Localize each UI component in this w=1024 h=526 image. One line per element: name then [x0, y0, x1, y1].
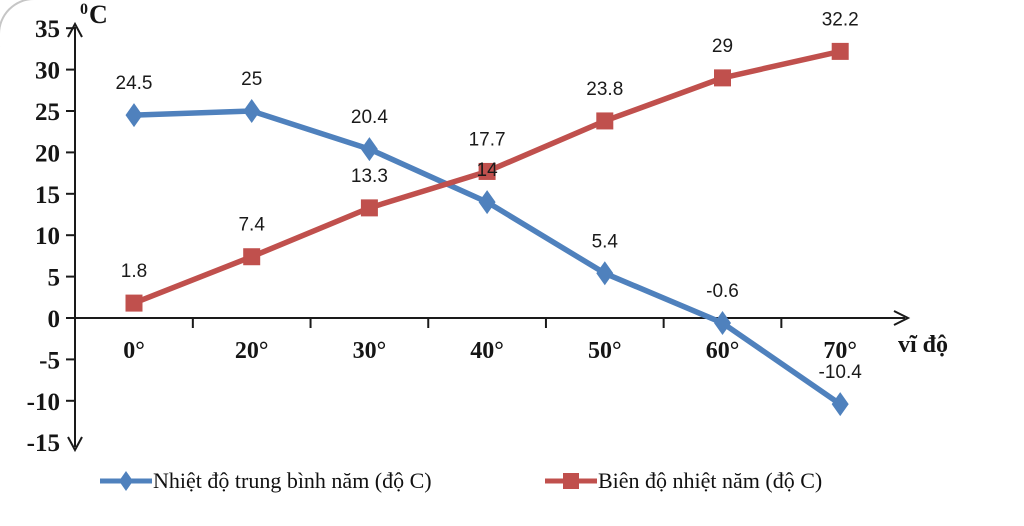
- legend-diamond-marker-icon: [100, 471, 152, 491]
- y-tick-label: 5: [48, 265, 61, 292]
- data-point-marker: [714, 69, 731, 87]
- y-tick-label: 25: [35, 99, 60, 126]
- legend-item-0: Nhiệt độ trung bình năm (độ C): [100, 466, 432, 496]
- x-tick-label: 20°: [235, 338, 269, 364]
- data-point-marker: [125, 103, 143, 128]
- y-axis-unit: 0C: [80, 0, 109, 30]
- data-point-marker: [243, 99, 261, 123]
- data-point-marker: [478, 190, 496, 215]
- data-point-marker: [360, 137, 378, 162]
- data-point-marker: [831, 42, 849, 60]
- y-axis-down-arrow-icon: [67, 436, 83, 453]
- data-point-marker: [478, 162, 496, 180]
- data-point-marker: [596, 261, 614, 286]
- chart-legend: Nhiệt độ trung bình năm (độ C) Biên độ nh…: [0, 466, 1024, 500]
- data-point-label: 7.4: [238, 215, 265, 236]
- legend-label: Nhiệt độ trung bình năm (độ C): [153, 468, 432, 493]
- data-point-marker: [831, 392, 849, 417]
- data-point-marker: [243, 248, 261, 266]
- legend-square-marker-icon: [545, 473, 597, 489]
- y-tick-label: -10: [27, 389, 60, 416]
- data-point-label: -10.4: [819, 362, 863, 383]
- data-point-label: 20.4: [351, 107, 388, 128]
- y-tick-label: 15: [35, 182, 60, 209]
- y-tick-label: 0: [48, 306, 61, 333]
- legend-label: Biên độ nhiệt năm (độ C): [598, 468, 823, 493]
- legend-item-1: Biên độ nhiệt năm (độ C): [545, 466, 822, 496]
- x-tick-label: 50°: [588, 338, 622, 364]
- y-tick-label: -15: [27, 430, 60, 457]
- data-point-label: 25: [241, 69, 262, 90]
- y-axis-unit-superscript: 0: [80, 1, 89, 18]
- y-tick-label: 10: [35, 223, 60, 250]
- y-axis-up-arrow-icon: [67, 21, 83, 38]
- data-point-label: 5.4: [592, 231, 619, 252]
- y-tick-label: 30: [35, 58, 60, 85]
- x-tick-label: 0°: [123, 338, 145, 364]
- x-axis-title: vĩ độ: [898, 332, 949, 358]
- y-tick-label: 35: [35, 16, 60, 43]
- data-point-label: 13.3: [351, 166, 388, 187]
- y-tick-label: 20: [35, 140, 60, 167]
- data-point-marker: [596, 112, 614, 130]
- y-tick-label: -5: [39, 347, 60, 374]
- data-point-label: -0.6: [706, 281, 739, 302]
- y-axis-unit-text: C: [89, 0, 109, 29]
- data-point-marker: [125, 294, 143, 312]
- x-axis-arrow-icon: [893, 310, 911, 326]
- data-point-label: 14: [477, 160, 499, 181]
- data-point-label: 17.7: [469, 129, 506, 150]
- data-point-marker: [714, 310, 731, 335]
- x-tick-label: 40°: [470, 338, 504, 364]
- x-tick-label: 60°: [706, 338, 740, 364]
- x-tick-label: 70°: [823, 338, 857, 364]
- data-point-label: 32.2: [822, 9, 859, 30]
- data-point-label: 1.8: [121, 261, 147, 282]
- data-point-label: 23.8: [586, 79, 623, 100]
- data-point-label: 24.5: [116, 73, 153, 94]
- data-point-marker: [360, 199, 378, 217]
- x-tick-label: 30°: [353, 338, 387, 364]
- data-point-label: 29: [712, 36, 733, 57]
